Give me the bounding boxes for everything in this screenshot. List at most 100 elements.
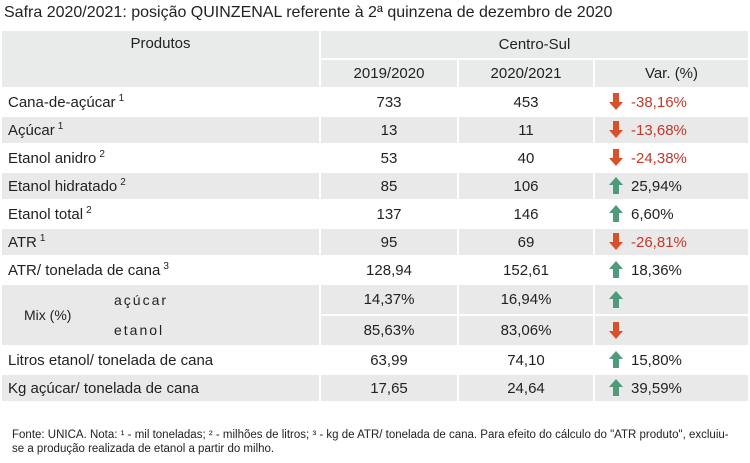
value: 24,64 <box>457 373 595 403</box>
row: Cana-de-açúcar 1 733 453 -38,16% <box>0 87 750 117</box>
header-region: Centro-Sul <box>319 29 750 60</box>
row-label-cell: ATR/ tonelada de cana 3 <box>0 255 321 285</box>
variation: 6,60% <box>631 206 674 223</box>
row-label-cell: Açúcar 1 <box>0 115 321 145</box>
var-cell: -13,68% <box>593 115 750 145</box>
arrow-up <box>609 351 623 368</box>
row-label: Cana-de-açúcar <box>8 94 116 111</box>
footer: Fonte: UNICA. Nota: ¹ - mil toneladas; ²… <box>12 429 729 455</box>
row: ATR 1 95 69 -26,81% <box>0 227 750 257</box>
var-cell: 18,36% <box>593 255 750 285</box>
row-label-cell: Etanol hidratado 2 <box>0 171 321 201</box>
note: 3 <box>163 261 169 272</box>
value: 53 <box>319 143 459 173</box>
arrow-down <box>609 233 623 250</box>
mix-sublabel: açúcar <box>114 292 169 308</box>
row-label: Etanol total <box>8 206 84 223</box>
row-label-cell: ATR 1 <box>0 227 321 257</box>
row-label: ATR <box>8 234 37 251</box>
var-cell <box>593 314 750 347</box>
row-label: Kg açúcar/ tonelada de cana <box>8 379 199 397</box>
arrow-down <box>609 93 623 110</box>
row-label: Etanol hidratado <box>8 178 118 195</box>
mix-row: Mix (%) açúcar etanol 14,37% 16,94% <box>0 283 750 347</box>
var-cell <box>593 283 750 316</box>
mix-label: Mix (%) <box>24 307 72 323</box>
value: 95 <box>319 227 459 257</box>
note: 1 <box>57 121 64 132</box>
value: 85 <box>319 171 459 201</box>
value: 152,61 <box>457 255 595 285</box>
variation: -13,68% <box>631 122 687 139</box>
value: 128,94 <box>319 255 459 285</box>
var-cell: -38,16% <box>593 87 750 117</box>
variation: 39,59% <box>631 380 682 397</box>
row: Açúcar 1 13 11 -13,68% <box>0 115 750 145</box>
note: 1 <box>118 93 125 104</box>
var-cell: -24,38% <box>593 143 750 173</box>
note: 2 <box>86 205 92 216</box>
header-col: 2020/2021 <box>457 58 595 89</box>
arrow-up <box>609 177 623 194</box>
value: 83,06% <box>457 314 595 347</box>
note: 2 <box>99 149 105 160</box>
var-cell: 15,80% <box>593 345 750 375</box>
value: 40 <box>457 143 595 173</box>
value: 137 <box>319 199 459 229</box>
row-label-cell: Etanol anidro 2 <box>0 143 321 173</box>
row-label: Açúcar <box>8 122 55 139</box>
row-label-cell: Cana-de-açúcar 1 <box>0 87 321 117</box>
row: ATR/ tonelada de cana 3 128,94 152,61 18,36% <box>0 255 750 285</box>
row: Etanol anidro 2 53 40 -24,38% <box>0 143 750 173</box>
table-body: Cana-de-açúcar 1 733 453 -38,16% Açúcar 1 13 11-… <box>0 87 750 403</box>
value: 11 <box>457 115 595 145</box>
arrow-down <box>609 321 623 339</box>
variation: 25,94% <box>631 178 682 195</box>
arrow-up <box>609 290 623 308</box>
table: Produtos Centro-Sul 2019/2020 2020/2021 … <box>0 29 750 403</box>
arrow-down <box>609 149 623 166</box>
value: 14,37% <box>319 283 459 316</box>
note: 2 <box>120 177 126 188</box>
value: 85,63% <box>319 314 459 347</box>
var-cell: 6,60% <box>593 199 750 229</box>
row-label: ATR/ tonelada de cana <box>8 262 161 279</box>
variation: 15,80% <box>631 352 682 369</box>
header-row: 2019/2020 2020/2021 Var. (%) <box>1 58 750 89</box>
value: 13 <box>319 115 459 145</box>
mix-row: 85,63% 83,06% <box>1 314 750 347</box>
row: Etanol total 2 137 146 6,60% <box>0 199 750 229</box>
var-cell: -26,81% <box>593 227 750 257</box>
row: Etanol hidratado 2 85 106 25,94% <box>0 171 750 201</box>
value: 106 <box>457 171 595 201</box>
value: 16,94% <box>457 283 595 316</box>
header-col: Var. (%) <box>593 58 750 89</box>
value: 74,10 <box>457 345 595 375</box>
mix-sublabel: etanol <box>114 322 165 338</box>
row: Kg açúcar/ tonelada de cana 17,65 24,64 39,… <box>0 373 750 403</box>
value: 146 <box>457 199 595 229</box>
arrow-up <box>609 205 623 222</box>
variation: -26,81% <box>631 234 687 251</box>
header-row: Produtos Centro-Sul <box>0 29 750 89</box>
value: 63,99 <box>319 345 459 375</box>
header-col: 2019/2020 <box>319 58 459 89</box>
var-cell: 39,59% <box>593 373 750 403</box>
value: 733 <box>319 87 459 117</box>
title: Safra 2020/2021: posição QUINZENAL refer… <box>4 4 613 21</box>
note: 1 <box>39 233 46 244</box>
arrow-up <box>609 261 623 278</box>
value: 69 <box>457 227 595 257</box>
variation: -24,38% <box>631 150 687 167</box>
header-products: Produtos <box>0 29 321 89</box>
mix-cell: Mix (%) açúcar etanol <box>0 283 321 347</box>
arrow-up <box>609 379 623 396</box>
value: 17,65 <box>319 373 459 403</box>
row-label-cell: Litros etanol/ tonelada de cana <box>0 345 321 375</box>
arrow-down <box>609 121 623 138</box>
variation: -38,16% <box>631 94 687 111</box>
row-label: Litros etanol/ tonelada de cana <box>8 351 214 369</box>
row-label-cell: Etanol total 2 <box>0 199 321 229</box>
row: Litros etanol/ tonelada de cana 63,99 74,1… <box>0 345 750 375</box>
